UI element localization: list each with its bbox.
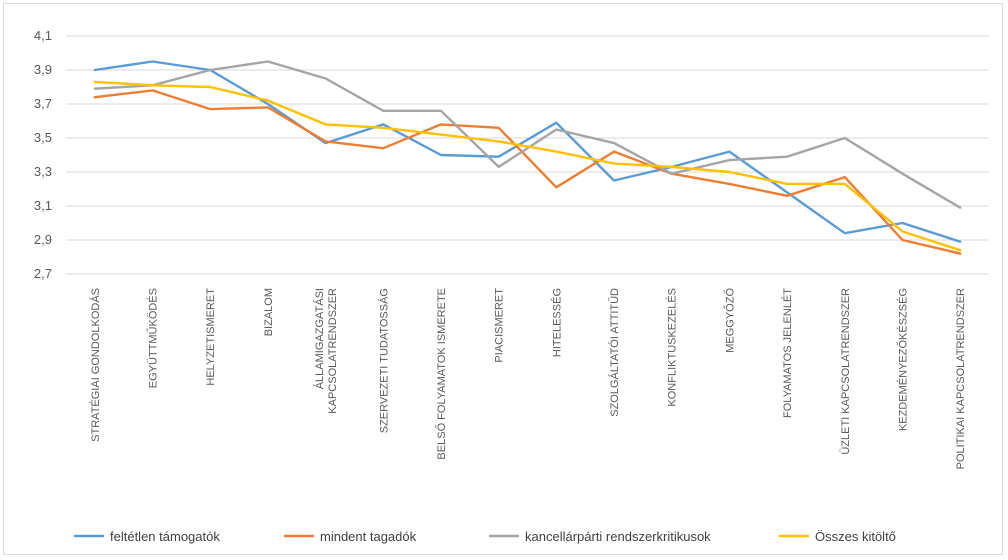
x-tick-label-line: KONFLIKTUSKEZELÉS	[666, 288, 679, 407]
legend-label: kancellárpárti rendszerkritikusok	[525, 529, 711, 544]
line-chart: 4,1 3,9 3,7 3,5 3,3 3,1 2,9 2,7 STRATÉGIAI GOND…	[34, 28, 989, 544]
y-tick-label: 3,3	[34, 164, 52, 179]
series-line-1	[93, 89, 962, 255]
x-tick-label: HITELESSÉG	[550, 288, 563, 357]
legend-label: feltétlen támogatók	[110, 529, 220, 544]
x-tick-label-line: BIZALOM	[263, 288, 275, 336]
legend: feltétlen támogatók mindent tagadók kancel…	[74, 529, 896, 544]
legend-item: kancellárpárti rendszerkritikusok	[489, 529, 711, 544]
x-tick-label: ÜZLETI KAPCSOLATRENDSZER	[840, 288, 852, 455]
y-tick-label: 4,1	[34, 28, 52, 43]
y-axis: 4,1 3,9 3,7 3,5 3,3 3,1 2,9 2,7	[34, 28, 52, 281]
x-tick-label-line: ÁLLAMIGAZGATÁSI	[313, 288, 326, 389]
legend-item: feltétlen támogatók	[74, 529, 220, 544]
x-axis: STRATÉGIAI GONDOLKODÁS EGYÜTTMŰKÖDÉS HELYZ…	[89, 288, 967, 470]
legend-item: Összes kitöltő	[779, 529, 896, 544]
x-tick-label-line: ÜZLETI KAPCSOLATRENDSZER	[840, 288, 852, 455]
chart-frame: 4,1 3,9 3,7 3,5 3,3 3,1 2,9 2,7 STRATÉGIAI GOND…	[3, 3, 1003, 555]
series-line-0	[93, 60, 962, 243]
gridlines	[66, 35, 989, 275]
x-tick-label-line: POLITIKAI KAPCSOLATRENDSZER	[955, 288, 967, 469]
x-tick-label-line: PIACISMERET	[494, 288, 506, 363]
x-tick-label: BIZALOM	[263, 288, 275, 336]
x-tick-label: EGYÜTTMŰKÖDÉS	[146, 288, 160, 388]
y-tick-label: 3,9	[34, 62, 52, 77]
y-tick-label: 2,9	[34, 232, 52, 247]
x-tick-label: HELYZETISMERET	[205, 288, 217, 386]
x-tick-label: KEZDEMÉNYEZŐKÉSZSÉG	[895, 288, 909, 431]
x-tick-label: ÁLLAMIGAZGATÁSI KAPCSOLATRENDSZER	[313, 288, 339, 414]
legend-item: mindent tagadók	[284, 529, 417, 544]
x-tick-label: SZERVEZETI TUDATOSSÁG	[377, 288, 390, 433]
x-tick-label-line: SZOLGÁLTATÓI ATTITŰD	[607, 288, 621, 417]
x-tick-label-line: SZERVEZETI TUDATOSSÁG	[377, 288, 390, 433]
x-tick-label: FOLYAMATOS JELENLÉT	[781, 288, 794, 418]
x-tick-label: POLITIKAI KAPCSOLATRENDSZER	[955, 288, 967, 469]
series-lines	[93, 60, 962, 255]
legend-label: mindent tagadók	[320, 529, 417, 544]
x-tick-label: KONFLIKTUSKEZELÉS	[666, 288, 679, 407]
series-line-2	[93, 60, 962, 209]
x-tick-label-line: MEGGYŐZŐ	[722, 288, 736, 353]
series-line-3	[93, 80, 962, 252]
y-tick-label: 3,1	[34, 198, 52, 213]
x-tick-label-line: KAPCSOLATRENDSZER	[327, 288, 339, 414]
x-tick-label: STRATÉGIAI GONDOLKODÁS	[89, 288, 102, 442]
y-tick-label: 3,5	[34, 130, 52, 145]
x-tick-label: BELSŐ FOLYAMATOK ISMERETE	[434, 288, 448, 460]
x-tick-label-line: BELSŐ FOLYAMATOK ISMERETE	[434, 288, 448, 460]
x-tick-label-line: EGYÜTTMŰKÖDÉS	[146, 288, 160, 388]
y-tick-label: 3,7	[34, 96, 52, 111]
x-tick-label: SZOLGÁLTATÓI ATTITŰD	[607, 288, 621, 417]
x-tick-label-line: STRATÉGIAI GONDOLKODÁS	[89, 288, 102, 442]
legend-label: Összes kitöltő	[815, 529, 896, 544]
y-tick-label: 2,7	[34, 266, 52, 281]
x-tick-label: PIACISMERET	[494, 288, 506, 363]
x-tick-label-line: HELYZETISMERET	[205, 288, 217, 386]
x-tick-label: MEGGYŐZŐ	[722, 288, 736, 353]
x-tick-label-line: KEZDEMÉNYEZŐKÉSZSÉG	[895, 288, 909, 431]
x-tick-label-line: HITELESSÉG	[550, 288, 563, 357]
x-tick-label-line: FOLYAMATOS JELENLÉT	[781, 288, 794, 418]
